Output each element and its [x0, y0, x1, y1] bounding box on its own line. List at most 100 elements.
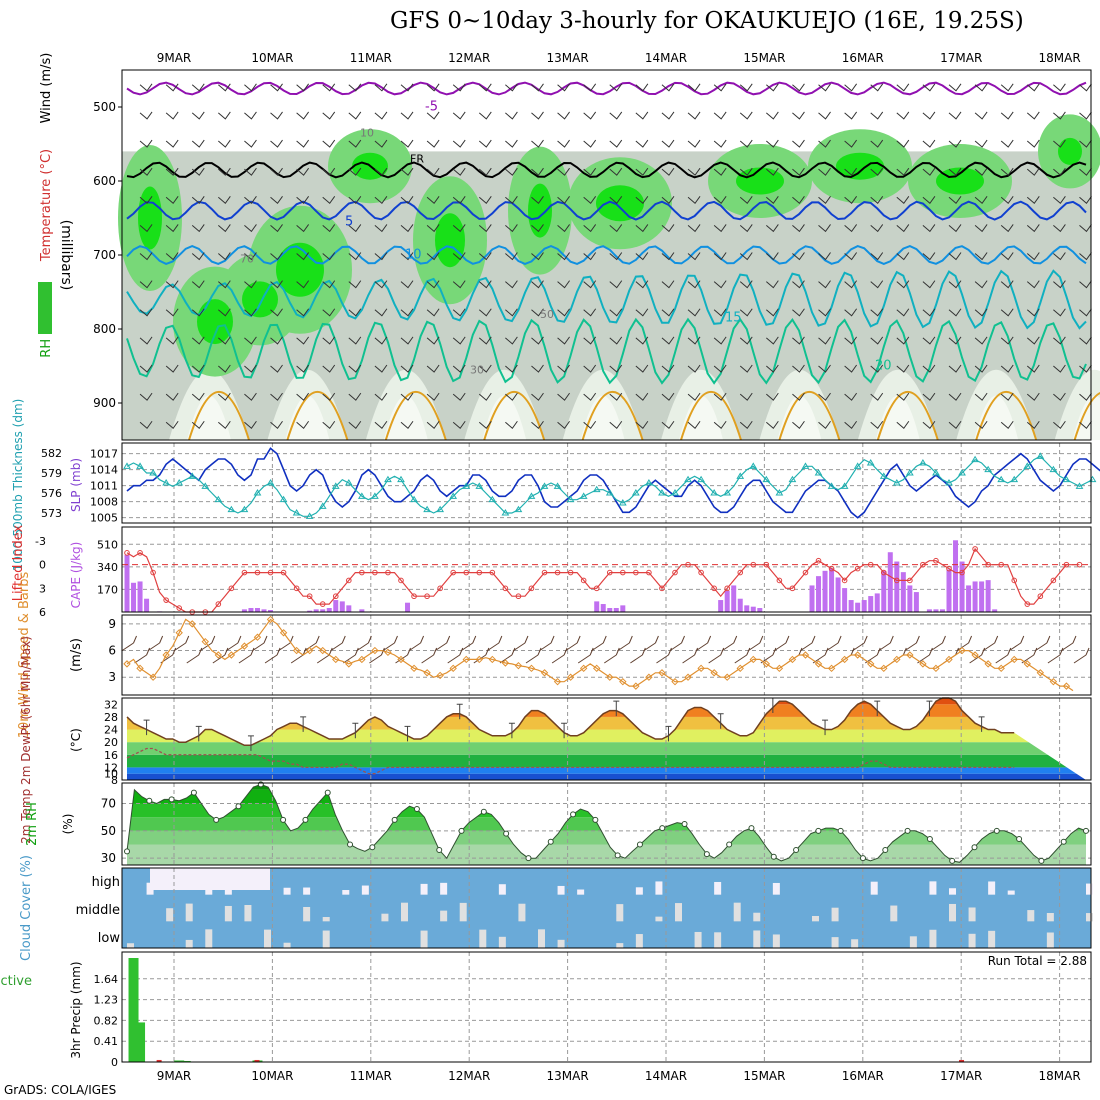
cloud-high-block — [150, 868, 270, 890]
wind-tick-label: 6 — [108, 644, 116, 658]
run-total-label: Run Total = 2.88 — [988, 954, 1087, 968]
wind-speed-marker — [475, 655, 483, 664]
wind-barb — [583, 336, 597, 345]
cape-bar — [757, 608, 763, 612]
lifted-index-marker — [332, 593, 339, 600]
wind-barb — [713, 364, 727, 373]
wind-barb — [531, 336, 544, 345]
lifted-index-axis-label: Lifted Index — [11, 524, 26, 601]
thickness-marker — [840, 482, 849, 489]
isotherm-warm-line — [483, 391, 546, 441]
wind-barb — [348, 167, 362, 176]
surface-wind-barb — [643, 635, 659, 652]
lifted-index-marker — [867, 561, 874, 568]
wind-barb — [1026, 252, 1040, 261]
wind-barb — [557, 252, 570, 261]
wind-barb — [1053, 420, 1066, 429]
wind-barb — [870, 364, 884, 373]
lifted-index-marker — [620, 569, 626, 576]
surface-wind-barb — [538, 635, 555, 652]
isotherm-warm-line — [778, 391, 841, 441]
cape-bar — [731, 585, 737, 612]
lifted-index-marker — [150, 569, 156, 576]
wind-barb — [818, 83, 831, 92]
cloud-cover-bar — [675, 903, 682, 922]
wind-barb — [374, 83, 388, 92]
wind-barb — [557, 83, 570, 92]
surface-wind-barb — [343, 647, 359, 664]
rh-marker — [347, 841, 354, 848]
wind-barb — [739, 224, 753, 233]
rh-line — [126, 783, 1087, 863]
wind-barb — [687, 336, 701, 345]
wind-barb — [531, 224, 544, 233]
wind-barb — [1079, 252, 1092, 261]
wind-barb — [296, 420, 310, 429]
rh-saturated-area — [836, 152, 884, 180]
lifted-index-marker — [672, 569, 678, 576]
wind-speed-marker — [945, 655, 953, 664]
temperature-band — [127, 742, 1086, 755]
wind-speed-marker — [1036, 669, 1045, 677]
wind-barb — [191, 139, 205, 148]
wind-barb — [661, 167, 675, 176]
wind-barb — [766, 139, 779, 148]
wind-barb — [1053, 195, 1066, 205]
lifted-index-marker — [163, 597, 169, 603]
wind-barb — [452, 364, 466, 373]
thickness-marker — [658, 489, 666, 496]
wind-barb — [165, 392, 179, 401]
wind-barb — [739, 308, 753, 317]
isotherm-line — [126, 200, 1087, 221]
wind-barb — [609, 280, 623, 289]
wind-barb — [296, 392, 310, 401]
cape-bar — [724, 590, 730, 612]
bottom-date-label: 10MAR — [251, 1069, 293, 1083]
cape-bar — [926, 609, 932, 612]
wind-barb — [191, 392, 205, 401]
surface-wind-barb — [1047, 647, 1064, 664]
surface-wind-barb — [1008, 635, 1025, 652]
wind-barb — [792, 420, 805, 429]
wind-barb — [922, 195, 936, 205]
wind-barb — [635, 111, 649, 120]
wind-barb — [322, 111, 336, 120]
wind-barb — [739, 111, 753, 120]
isotherm-warm-line — [286, 391, 349, 441]
wind-barb — [452, 83, 466, 92]
wind-barb — [218, 392, 231, 401]
temperature-axis-label: 2m Temp 2m DewPt (6hr Min/Max) — [19, 636, 33, 844]
precip-tick-label: 0.41 — [94, 1035, 119, 1048]
rh-marker — [413, 805, 420, 812]
cloud-cover-bar — [577, 889, 585, 895]
rh-contour-label: 50 — [540, 308, 554, 321]
wind-speed-marker — [423, 669, 431, 677]
wind-speed-marker — [932, 664, 940, 673]
lifted-index-marker — [1037, 593, 1044, 600]
isotherm-warm-line — [680, 391, 742, 441]
wind-barb — [974, 420, 988, 429]
cape-bar — [744, 605, 750, 612]
rh-contour-label: 30 — [470, 363, 484, 376]
wind-barb — [426, 336, 440, 345]
cloud-cover-bar — [988, 881, 996, 895]
lifted-index-marker — [998, 561, 1004, 568]
surface-wind-barb — [590, 635, 607, 652]
wind-barb — [1079, 308, 1092, 317]
wind-barb — [348, 420, 362, 429]
wind-barb — [557, 280, 570, 289]
wind-barb — [974, 224, 988, 233]
temperature-contour-label: -5 — [425, 100, 438, 115]
wind-barb — [478, 167, 492, 176]
cloud-cover-bar — [1007, 890, 1015, 895]
lifted-index-tick-label: 0 — [39, 559, 46, 572]
rh-marker — [436, 846, 443, 853]
wind-barb — [974, 139, 988, 148]
surface-wind-barb — [577, 647, 594, 664]
thickness-marker — [423, 505, 431, 513]
wind-barb — [635, 195, 649, 205]
lifted-index-marker — [763, 561, 770, 568]
temperature-band — [127, 716, 1086, 730]
rh-legend-swatch — [38, 282, 52, 334]
rh-marker — [324, 789, 331, 796]
